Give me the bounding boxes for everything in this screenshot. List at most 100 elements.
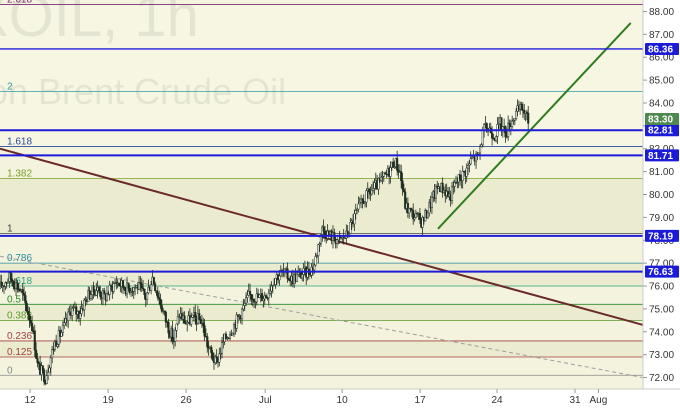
candle-body [512,119,515,122]
candle-body [441,182,444,194]
candle-body [513,118,516,121]
candle-body [370,190,373,195]
candle-body [265,295,268,298]
candle-body [410,209,413,211]
price-level-tag-label: 76.63 [648,267,673,278]
candle-body [235,314,238,329]
candle-body [56,344,59,347]
y-tick-label: 85.00 [649,76,674,87]
candle-body [31,322,34,331]
candle-body [479,146,482,154]
candle-body [75,306,78,315]
candle-body [404,191,407,209]
fib-band [0,320,643,341]
candle-body [105,293,109,301]
candle-body [156,292,159,298]
candle-body [430,197,433,209]
candle-body [139,282,142,285]
y-tick-label: 88.00 [649,7,674,18]
y-tick-label: 77.00 [649,259,674,270]
candle-body [55,341,58,347]
candle-body [25,302,28,312]
candle-body [176,316,179,325]
candle-body [41,365,44,371]
candle-body [453,182,456,187]
candle-body [471,156,474,159]
candle-body [297,272,300,275]
candle-body [186,321,189,325]
candle-body [497,123,500,125]
y-tick-label: 74.00 [649,327,674,338]
candle-body [127,282,130,289]
candle-body [523,109,526,114]
candle-body [232,324,236,334]
candle-body [219,353,222,355]
candle-body [97,286,101,292]
fib-level-label: 1.618 [7,136,32,147]
fib-band [0,356,643,376]
fib-band [0,4,643,92]
candle-body [349,222,352,234]
watermark-symbol: XOIL, 1h [0,0,199,49]
x-tick-label: Aug [590,395,608,406]
candle-body [48,367,51,373]
candle-body [57,330,60,345]
candlestick-series [0,99,530,386]
fib-level-label: 0.786 [7,253,32,264]
candle-body [71,308,74,316]
candle-body [525,111,528,114]
candle-body [271,285,274,287]
candle-body [243,303,246,306]
candle-body [278,275,281,281]
ascending-trendline[interactable] [437,22,632,230]
y-tick-label: 73.00 [649,350,674,361]
candle-body [286,268,289,279]
candle-body [254,301,257,304]
candle-body [6,280,10,284]
candle-body [287,278,290,281]
candle-body [152,276,155,285]
candle-body [24,295,27,304]
y-tick-label: 72.00 [649,373,674,384]
candle-body [315,255,318,257]
fib-band [0,91,643,147]
time-scale-background [0,389,680,409]
candle-body [261,293,264,301]
candle-body [45,375,48,384]
candle-body [406,202,409,214]
price-scale-background [643,0,680,409]
fib-level-label: 2.618 [7,0,32,6]
fib-level-label: 1 [7,223,13,234]
candle-body [16,282,19,290]
candle-body [146,292,149,300]
candle-body [199,319,202,325]
price-tags: 86.36 82.81 81.71 78.19 76.63 83.30 [645,42,679,278]
y-tick-label: 76.00 [649,282,674,293]
candle-body [109,285,113,287]
candle-body [138,282,141,290]
candle-body [279,270,282,277]
price-level-tag-label: 81.71 [648,151,673,162]
candle-body [131,291,134,293]
fib-level-label: 0.5 [7,294,21,305]
price-level-tag-box [645,265,679,278]
fib-level-label: 2 [7,82,13,93]
price-level-lines[interactable] [0,48,643,273]
fib-level-label: 0 [7,365,13,376]
candle-body [355,208,359,211]
price-level-tag-label: 78.19 [648,231,673,242]
fib-level-label: 0.382 [7,310,32,321]
candle-body [481,129,484,146]
candle-body [178,316,181,318]
candle-body [51,348,54,359]
candle-body [361,198,364,202]
candle-body [414,213,417,218]
candle-body [421,217,424,228]
candle-body [125,282,129,295]
candle-body [121,280,125,288]
candle-body [155,290,158,294]
x-tick-label: 17 [415,395,427,406]
candle-body [63,322,66,327]
y-tick-label: 84.00 [649,98,674,109]
